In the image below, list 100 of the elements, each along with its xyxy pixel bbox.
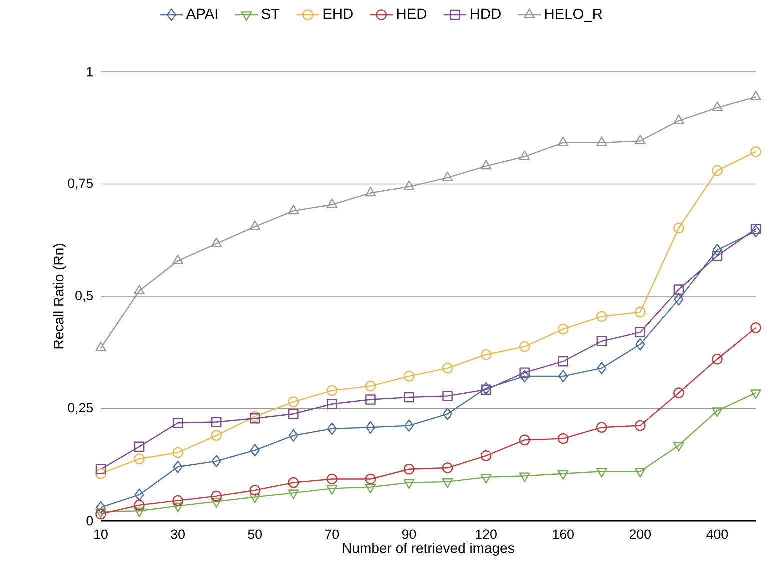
point	[442, 391, 453, 402]
point	[751, 225, 761, 238]
point	[674, 284, 684, 295]
point	[288, 477, 300, 488]
point	[172, 254, 184, 264]
point	[96, 501, 106, 514]
point	[636, 338, 646, 351]
point	[480, 474, 492, 484]
point	[442, 172, 454, 182]
point	[635, 327, 646, 338]
y-tick-label: 0	[86, 516, 94, 526]
point	[519, 150, 530, 160]
x-axis-title: Number of retrieved images	[343, 542, 514, 556]
point	[366, 421, 376, 434]
point	[173, 460, 183, 474]
point	[134, 284, 145, 295]
point	[750, 90, 762, 101]
point	[326, 485, 338, 495]
point	[482, 382, 492, 395]
point	[211, 498, 222, 508]
point	[442, 478, 454, 488]
point	[404, 371, 415, 382]
point	[558, 356, 568, 367]
point	[96, 468, 106, 480]
point	[596, 311, 608, 322]
point	[365, 380, 376, 392]
point	[134, 500, 145, 511]
legend-label: HDD	[471, 8, 501, 20]
point	[480, 450, 492, 462]
point	[558, 324, 569, 335]
point	[674, 293, 684, 306]
point	[712, 408, 723, 418]
point	[519, 434, 530, 446]
point	[211, 238, 222, 248]
point	[326, 385, 338, 396]
point	[520, 368, 530, 378]
point	[326, 474, 338, 485]
point	[750, 224, 762, 234]
x-tick-label: 10	[94, 530, 108, 540]
point	[212, 455, 222, 468]
point	[634, 468, 646, 478]
point	[172, 418, 184, 428]
point	[597, 362, 607, 375]
point	[211, 417, 222, 428]
y-tick-label: 0,75	[68, 178, 94, 190]
point	[211, 430, 222, 442]
point	[442, 408, 453, 420]
y-axis-title: Recall Ratio (Rn)	[53, 244, 67, 349]
x-tick-label: 90	[402, 530, 416, 540]
legend-label: HED	[397, 8, 427, 20]
point	[442, 462, 454, 474]
x-tick-label: 400	[706, 530, 728, 540]
point	[519, 341, 530, 352]
point	[211, 490, 222, 502]
point	[250, 220, 261, 230]
point	[404, 392, 414, 403]
point	[712, 165, 723, 176]
point	[288, 396, 300, 408]
legend-label: EHD	[324, 8, 353, 20]
point	[288, 429, 298, 442]
point	[712, 102, 723, 112]
point	[365, 484, 376, 494]
point	[712, 354, 723, 365]
y-tick-label: 0,5	[76, 290, 94, 302]
point	[750, 322, 762, 334]
point	[596, 468, 608, 478]
x-tick-label: 200	[630, 530, 652, 540]
point	[250, 444, 260, 457]
point	[596, 336, 608, 347]
point	[326, 198, 338, 208]
point	[674, 114, 684, 124]
point	[558, 370, 568, 383]
point	[327, 422, 337, 436]
y-tick-label: 0,25	[68, 403, 94, 414]
point	[250, 494, 261, 504]
point	[134, 488, 144, 502]
point	[366, 394, 376, 405]
point	[288, 490, 300, 500]
point	[674, 442, 684, 452]
x-tick-label: 160	[553, 530, 574, 540]
x-tick-label: 70	[325, 530, 340, 540]
point	[634, 134, 646, 145]
point	[558, 433, 569, 444]
point	[96, 342, 106, 352]
point	[558, 136, 569, 146]
point	[96, 464, 106, 474]
point	[674, 222, 684, 234]
point	[404, 180, 415, 190]
point	[635, 306, 646, 318]
point	[480, 160, 492, 170]
point	[750, 146, 762, 158]
point	[750, 390, 762, 400]
point	[172, 502, 184, 512]
legend-label: HELO_R	[545, 8, 602, 22]
point	[481, 384, 492, 396]
point	[442, 362, 454, 374]
point	[250, 485, 261, 496]
legend-label: APAI	[186, 8, 218, 20]
point	[404, 420, 414, 432]
point	[558, 470, 569, 480]
